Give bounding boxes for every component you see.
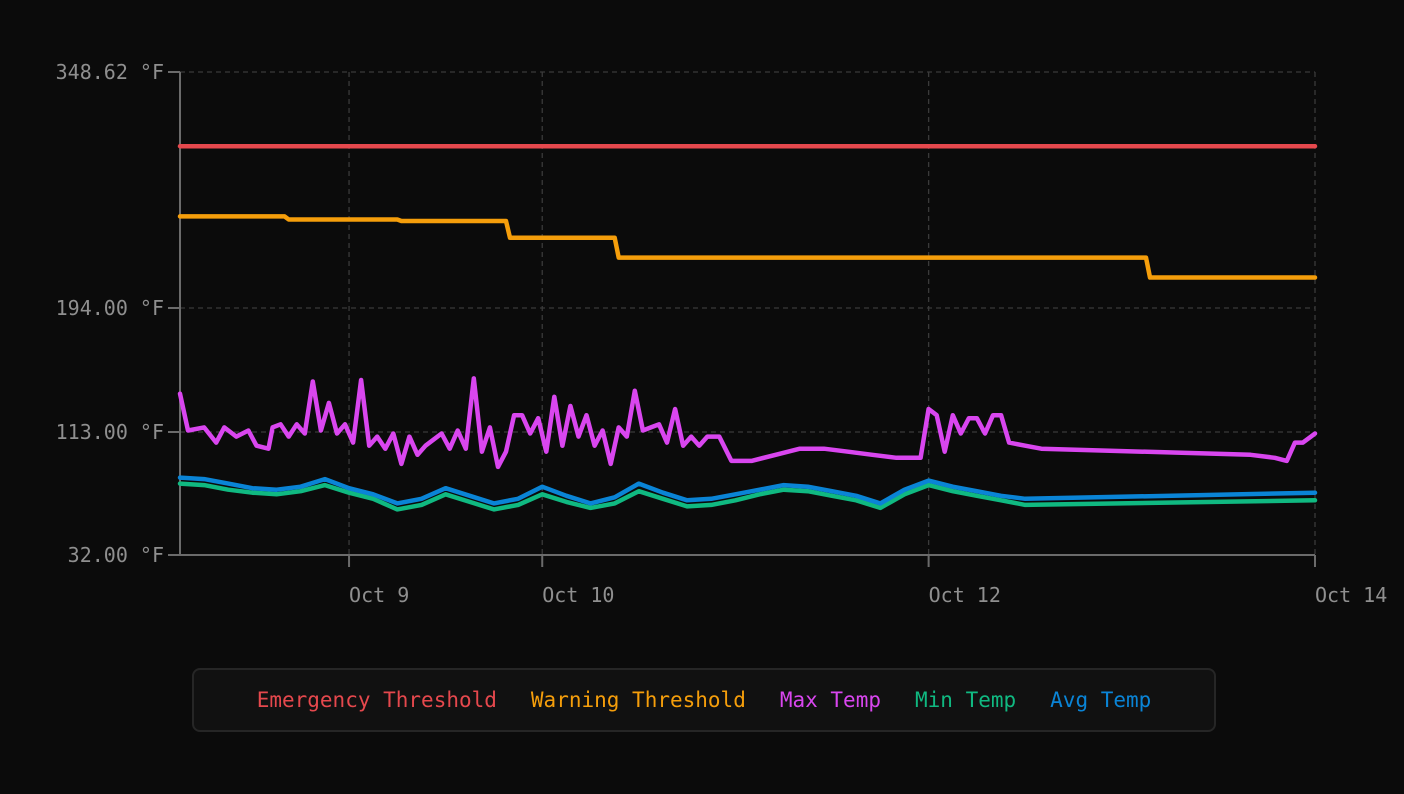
- x-tick-label: Oct 14: [1315, 583, 1387, 607]
- y-tick-label: 348.62 °F: [56, 60, 164, 84]
- axes: [168, 71, 1316, 567]
- x-tick-label: Oct 9: [349, 583, 409, 607]
- x-tick-label: Oct 12: [929, 583, 1001, 607]
- y-tick-label: 32.00 °F: [68, 543, 164, 567]
- legend-item-warning-threshold[interactable]: Warning Threshold: [530, 688, 746, 712]
- legend: Emergency Threshold Warning Threshold Max …: [192, 668, 1216, 732]
- y-tick-label: 194.00 °F: [56, 296, 164, 320]
- line-chart: 32.00 °F 113.00 °F 194.00 °F 348.62 °F Oct 9…: [56, 60, 1388, 607]
- series-lines: [177, 143, 1318, 512]
- x-tick-label: Oct 10: [542, 583, 614, 607]
- min-temp-line: [177, 481, 1318, 512]
- legend-item-avg-temp[interactable]: Avg Temp: [1050, 688, 1152, 712]
- warning-threshold-line: [177, 214, 1318, 280]
- legend-item-emergency-threshold[interactable]: Emergency Threshold: [256, 688, 497, 712]
- avg-temp-line: [177, 475, 1318, 506]
- legend-item-max-temp[interactable]: Max Temp: [779, 688, 881, 712]
- y-tick-label: 113.00 °F: [56, 420, 164, 444]
- max-temp-line: [177, 376, 1318, 470]
- legend-item-min-temp[interactable]: Min Temp: [915, 688, 1017, 712]
- tick-labels: 32.00 °F 113.00 °F 194.00 °F 348.62 °F Oct 9…: [56, 60, 1388, 607]
